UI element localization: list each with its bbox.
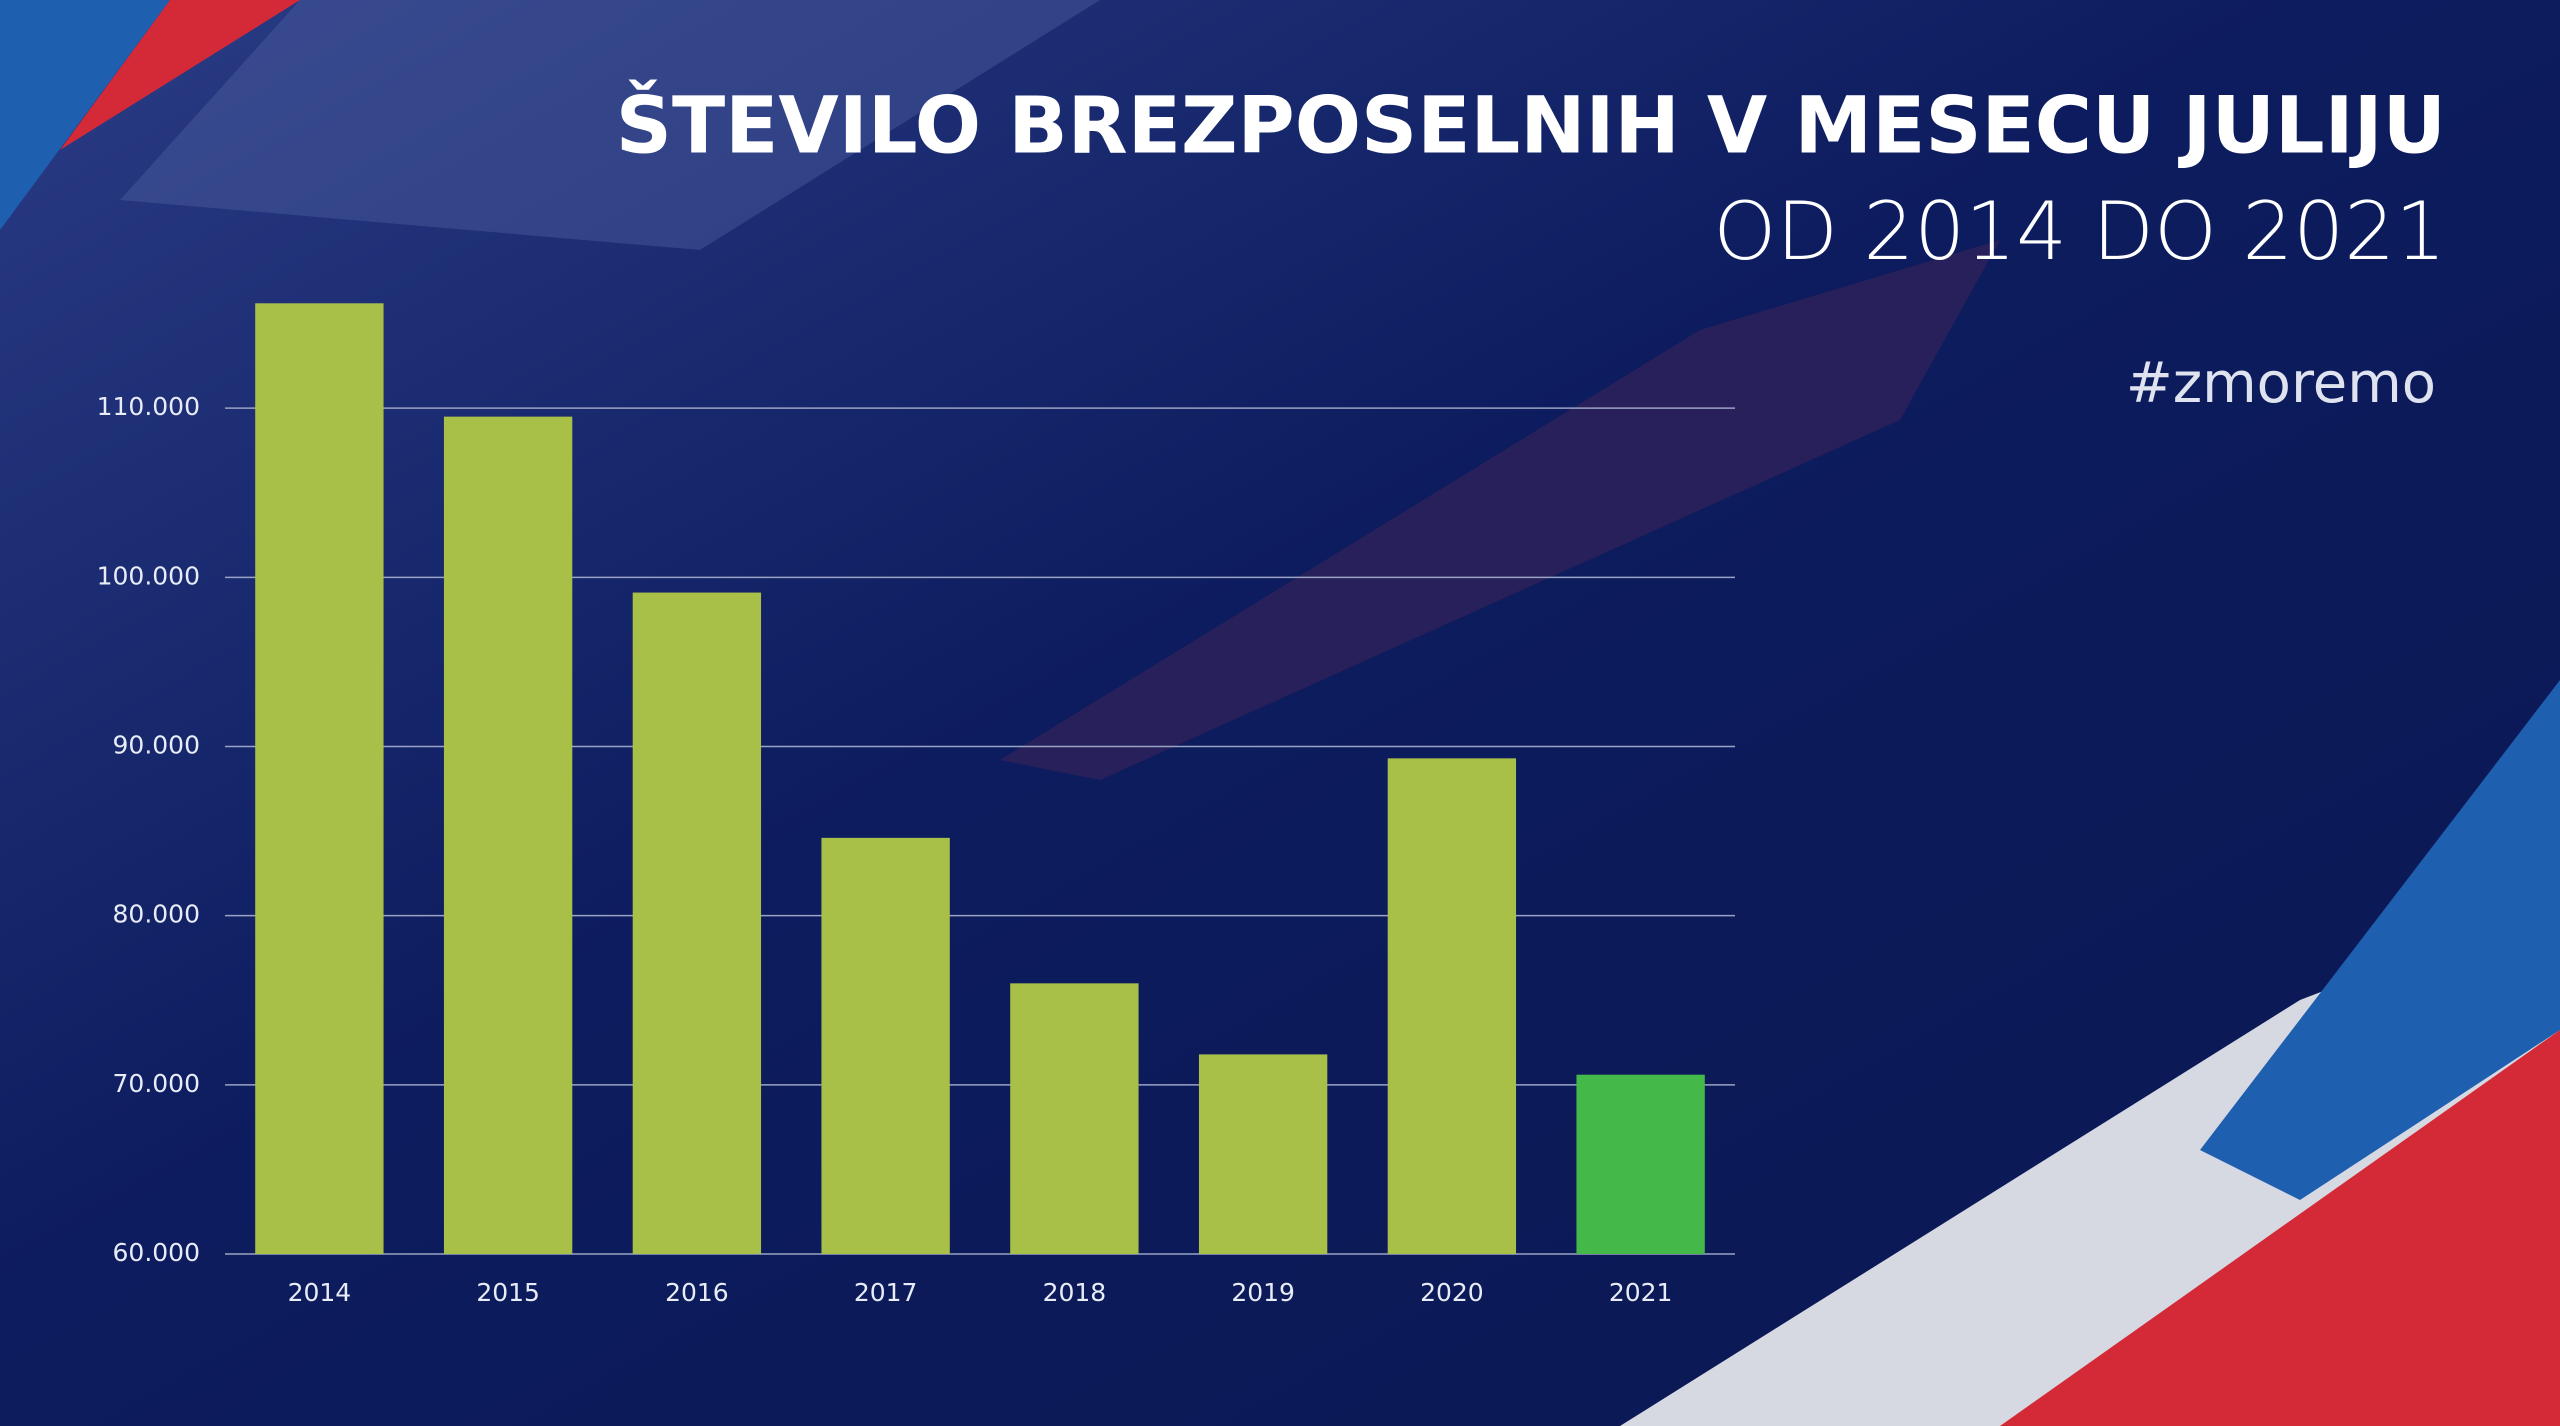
decor (2000, 1030, 2560, 1426)
bar (1576, 1074, 1705, 1254)
y-tick-label: 100.000 (97, 561, 200, 590)
chart-title: ŠTEVILO BREZPOSELNIH V MESECU JULIJU (616, 79, 2446, 171)
x-tick-label: 2020 (1420, 1278, 1484, 1307)
y-tick-label: 90.000 (113, 731, 200, 760)
x-tick-label: 2019 (1231, 1278, 1295, 1307)
x-tick-label: 2015 (476, 1278, 540, 1307)
bar (255, 303, 384, 1254)
x-tick-label: 2017 (854, 1278, 918, 1307)
x-tick-label: 2016 (665, 1278, 729, 1307)
decor (2200, 680, 2560, 1200)
decor (120, 0, 1100, 250)
x-tick-label: 2021 (1609, 1278, 1673, 1307)
annotation: #zmoremo (2126, 351, 2436, 416)
y-tick-label: 70.000 (113, 1069, 200, 1098)
x-tick-label: 2014 (288, 1278, 352, 1307)
y-tick-label: 60.000 (113, 1238, 200, 1267)
bar (1010, 983, 1139, 1254)
x-tick-label: 2018 (1043, 1278, 1107, 1307)
decor (0, 0, 170, 230)
y-tick-label: 110.000 (97, 392, 200, 421)
bar (1387, 758, 1517, 1254)
bar (443, 416, 573, 1254)
chart-subtitle: OD 2014 DO 2021 (1713, 185, 2446, 278)
decor (1000, 240, 2000, 780)
y-tick-label: 80.000 (113, 900, 200, 929)
bar (1198, 1054, 1328, 1254)
bar (632, 592, 762, 1254)
bar (821, 837, 950, 1254)
decor (60, 0, 300, 150)
